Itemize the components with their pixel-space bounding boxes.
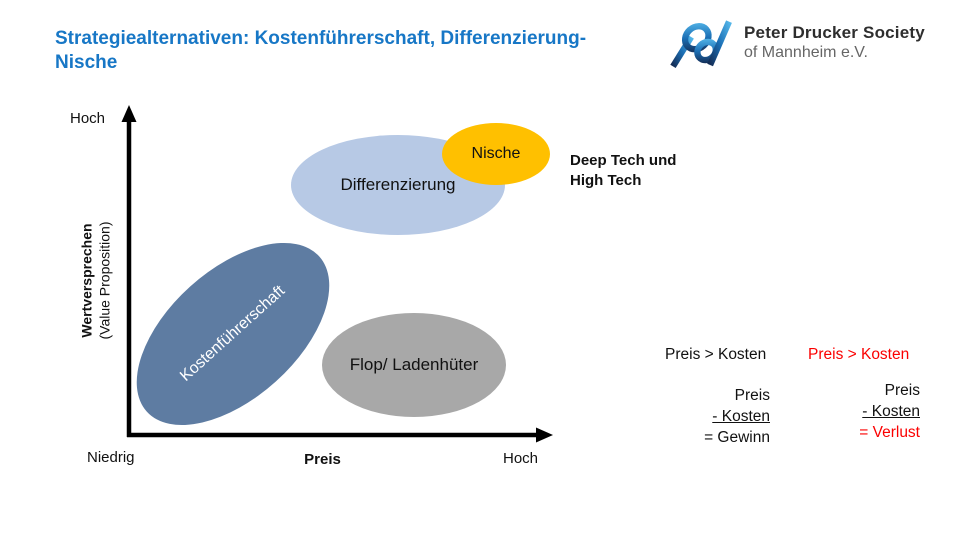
- x-axis-arrowhead: [536, 427, 553, 443]
- loss-line-verlust: = Verlust: [859, 424, 920, 441]
- loss-calculation: Preis - Kosten = Verlust: [802, 380, 920, 443]
- bubble-flop-ladenhueter-label: Flop/ Ladenhüter: [349, 355, 479, 374]
- logo-name: Peter Drucker Society: [744, 23, 925, 42]
- profit-line-gewinn: = Gewinn: [704, 429, 770, 446]
- page-title: Strategiealternativen: Kostenführerschaf…: [55, 28, 587, 73]
- y-axis-bottom-label: Niedrig: [87, 449, 135, 466]
- loss-line-preis: Preis: [884, 382, 920, 399]
- bubble-nische: Nische: [442, 123, 550, 185]
- x-axis-label: Preis: [304, 451, 341, 468]
- bubble-kostenfuehrerschaft: Kostenführerschaft: [103, 208, 363, 460]
- y-axis-arrowhead: [121, 105, 137, 122]
- bubble-differenzierung-label: Differenzierung: [340, 175, 456, 194]
- pds-logo-icon: [670, 20, 732, 69]
- profit-line-kosten: - Kosten: [712, 408, 770, 425]
- logo-text: Peter Drucker Society of Mannheim e.V.: [744, 16, 925, 62]
- profit-inequality: Preis > Kosten: [665, 346, 767, 363]
- y-axis-title-line2: (Value Proposition): [96, 221, 112, 340]
- logo-subtitle: of Mannheim e.V.: [744, 44, 868, 61]
- bubble-flop-ladenhueter: Flop/ Ladenhüter: [322, 313, 506, 417]
- profit-calculation: Preis - Kosten = Gewinn: [650, 385, 770, 448]
- logo: Peter Drucker Society of Mannheim e.V.: [662, 16, 925, 72]
- profit-line-preis: Preis: [734, 387, 770, 404]
- deep-tech-annotation: Deep Tech und High Tech: [570, 152, 677, 189]
- loss-line-kosten: - Kosten: [862, 403, 920, 420]
- y-axis-title-line1: Wertversprechen: [78, 223, 95, 338]
- y-axis-top-label: Hoch: [70, 110, 106, 127]
- bubble-nische-label: Nische: [471, 145, 521, 162]
- bubble-kostenfuehrerschaft-label: Kostenführerschaft: [177, 282, 289, 385]
- loss-inequality: Preis > Kosten: [808, 346, 910, 363]
- x-axis-right-label: Hoch: [503, 450, 539, 467]
- y-axis-title: Wertversprechen (Value Proposition): [79, 176, 114, 386]
